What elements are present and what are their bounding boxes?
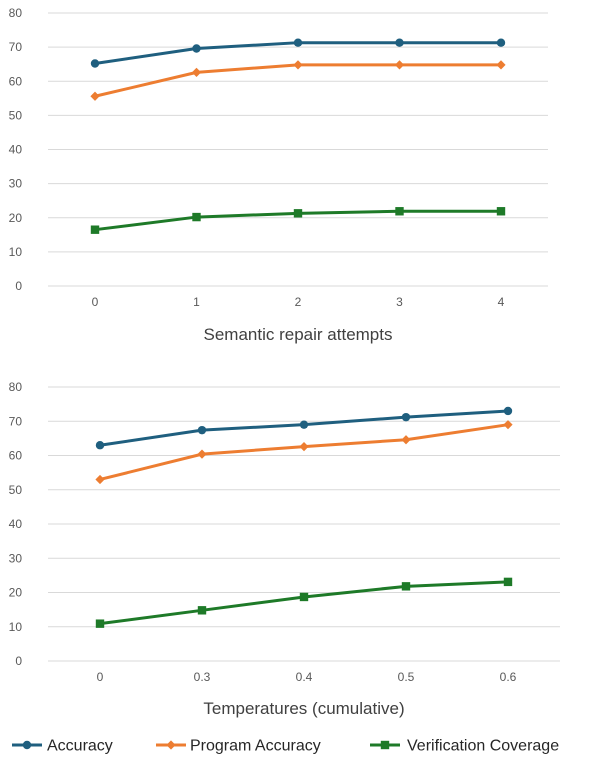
x-tick-label: 0.3 bbox=[194, 670, 211, 684]
y-tick-label: 60 bbox=[9, 74, 23, 88]
data-point bbox=[496, 38, 506, 47]
data-point bbox=[90, 91, 100, 101]
y-tick-label: 40 bbox=[9, 143, 23, 157]
x-tick-label: 0.6 bbox=[500, 670, 517, 684]
data-point bbox=[95, 474, 105, 485]
x-tick-label: 0.5 bbox=[398, 670, 415, 684]
data-point bbox=[299, 592, 309, 602]
data-point bbox=[401, 582, 411, 591]
x-tick-label: 1 bbox=[193, 295, 200, 309]
series-line bbox=[93, 63, 503, 98]
data-point bbox=[197, 425, 207, 435]
data-point bbox=[496, 60, 506, 70]
x-tick-label: 4 bbox=[498, 295, 505, 309]
legend: Accuracy Program Accuracy Verification Cov… bbox=[12, 738, 559, 755]
x-tick-label: 0 bbox=[97, 670, 104, 684]
chart-panel-1: 0 10 20 30 40 50 60 70 80 0 1 2 3 4 Semantic repair at… bbox=[9, 6, 548, 344]
x-axis-title: Semantic repair attempts bbox=[204, 325, 393, 344]
legend-label: Accuracy bbox=[47, 738, 113, 755]
y-tick-label: 10 bbox=[9, 620, 23, 634]
legend-label: Program Accuracy bbox=[190, 738, 321, 755]
y-tick-label: 20 bbox=[9, 586, 23, 600]
data-point bbox=[95, 619, 105, 628]
data-point bbox=[394, 60, 405, 70]
y-tick-label: 30 bbox=[9, 177, 23, 191]
data-point bbox=[401, 412, 411, 422]
y-tick-label: 0 bbox=[15, 654, 22, 668]
x-tick-label: 0 bbox=[92, 295, 99, 309]
legend-marker bbox=[166, 740, 176, 750]
y-tick-label: 0 bbox=[15, 279, 22, 293]
data-point bbox=[197, 449, 207, 459]
data-point bbox=[293, 38, 303, 47]
data-point bbox=[299, 441, 309, 452]
data-point bbox=[401, 435, 411, 445]
data-point bbox=[395, 38, 404, 47]
y-tick-label: 70 bbox=[9, 40, 23, 54]
data-point bbox=[95, 441, 105, 450]
legend-marker bbox=[380, 740, 390, 750]
y-tick-label: 50 bbox=[9, 108, 23, 122]
y-tick-label: 50 bbox=[9, 483, 23, 497]
data-point bbox=[191, 67, 202, 77]
x-tick-label: 3 bbox=[396, 295, 403, 309]
y-tick-label: 20 bbox=[9, 211, 23, 225]
x-axis-title: Temperatures (cumulative) bbox=[203, 699, 404, 718]
series-line bbox=[98, 580, 510, 626]
data-point bbox=[496, 207, 506, 216]
data-point bbox=[90, 225, 100, 234]
y-tick-label: 10 bbox=[9, 245, 23, 259]
data-point bbox=[293, 60, 303, 70]
y-tick-label: 70 bbox=[9, 414, 23, 428]
legend-marker bbox=[22, 740, 32, 750]
data-point bbox=[395, 207, 404, 216]
data-point bbox=[293, 209, 303, 218]
data-point bbox=[90, 59, 100, 68]
data-point bbox=[503, 577, 513, 587]
y-tick-label: 80 bbox=[9, 380, 23, 394]
series-line bbox=[98, 423, 510, 481]
y-tick-label: 60 bbox=[9, 449, 23, 463]
data-point bbox=[503, 406, 513, 416]
data-point bbox=[503, 420, 513, 430]
y-tick-label: 30 bbox=[9, 551, 23, 565]
chart-panel-2: 0 10 20 30 40 50 60 70 80 0 0.3 0.4 0.5 0.6 Temperatur… bbox=[9, 380, 560, 718]
data-point bbox=[197, 606, 207, 615]
data-point bbox=[192, 212, 201, 222]
legend-label: Verification Coverage bbox=[407, 738, 559, 755]
y-tick-label: 40 bbox=[9, 517, 23, 531]
x-tick-label: 0.4 bbox=[296, 670, 313, 684]
x-tick-label: 2 bbox=[295, 295, 302, 309]
data-point bbox=[299, 420, 309, 429]
data-point bbox=[192, 44, 201, 53]
y-tick-label: 80 bbox=[9, 6, 23, 20]
